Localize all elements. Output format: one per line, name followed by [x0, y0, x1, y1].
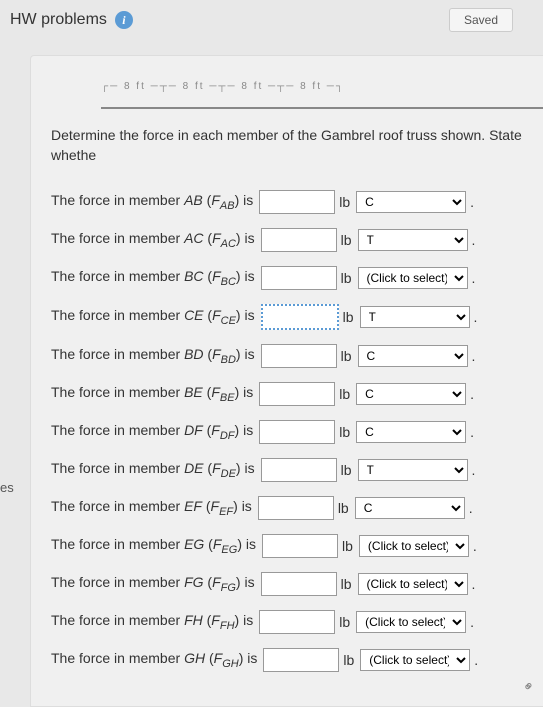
force-label: The force in member AB (FAB) is — [51, 192, 253, 212]
force-input-ef[interactable] — [258, 496, 334, 520]
unit-label: lb — [341, 576, 352, 592]
type-select-eg[interactable]: (Click to select) — [359, 535, 469, 557]
force-row-gh: The force in member GH (FGH) is lb (Click … — [51, 648, 543, 672]
force-input-bd[interactable] — [261, 344, 337, 368]
type-select-fg[interactable]: (Click to select) — [358, 573, 468, 595]
instruction-text: Determine the force in each member of th… — [51, 126, 543, 165]
force-input-ab[interactable] — [259, 190, 335, 214]
diagram-dimensions: ┌─ 8 ft ─┬─ 8 ft ─┬─ 8 ft ─┬─ 8 ft ─┐ — [101, 81, 345, 92]
header-left: HW problems i — [10, 11, 133, 29]
force-label: The force in member FH (FFH) is — [51, 612, 253, 632]
force-row-ac: The force in member AC (FAC) is lb T. — [51, 228, 543, 252]
force-input-gh[interactable] — [263, 648, 339, 672]
force-input-ce[interactable] — [261, 304, 339, 330]
force-input-bc[interactable] — [261, 266, 337, 290]
force-row-bc: The force in member BC (FBC) is lb (Click … — [51, 266, 543, 290]
period: . — [470, 386, 474, 402]
force-input-fh[interactable] — [259, 610, 335, 634]
unit-label: lb — [341, 232, 352, 248]
force-label: The force in member GH (FGH) is — [51, 650, 257, 670]
type-select-be[interactable]: C — [356, 383, 466, 405]
period: . — [472, 348, 476, 364]
force-row-bd: The force in member BD (FBD) is lb C. — [51, 344, 543, 368]
force-row-ce: The force in member CE (FCE) is lb T. — [51, 304, 543, 330]
unit-label: lb — [339, 424, 350, 440]
unit-label: lb — [341, 462, 352, 478]
force-label: The force in member AC (FAC) is — [51, 230, 255, 250]
force-label: The force in member BC (FBC) is — [51, 268, 255, 288]
type-select-fh[interactable]: (Click to select) — [356, 611, 466, 633]
unit-label: lb — [339, 386, 350, 402]
truss-diagram: ┌─ 8 ft ─┬─ 8 ft ─┬─ 8 ft ─┬─ 8 ft ─┐ — [101, 81, 543, 111]
force-label: The force in member FG (FFG) is — [51, 574, 255, 594]
period: . — [472, 462, 476, 478]
period: . — [474, 652, 478, 668]
page-title: HW problems — [10, 11, 107, 29]
type-select-df[interactable]: C — [356, 421, 466, 443]
type-select-de[interactable]: T — [358, 459, 468, 481]
unit-label: lb — [343, 652, 354, 668]
type-select-ef[interactable]: C — [355, 497, 465, 519]
diagram-baseline — [101, 107, 543, 109]
force-label: The force in member DF (FDF) is — [51, 422, 253, 442]
unit-label: lb — [343, 309, 354, 325]
unit-label: lb — [342, 538, 353, 554]
content-panel: ┌─ 8 ft ─┬─ 8 ft ─┬─ 8 ft ─┬─ 8 ft ─┐ De… — [30, 55, 543, 707]
type-select-bd[interactable]: C — [358, 345, 468, 367]
unit-label: lb — [341, 348, 352, 364]
force-label: The force in member BE (FBE) is — [51, 384, 253, 404]
header: HW problems i Saved — [0, 0, 543, 40]
period: . — [470, 424, 474, 440]
unit-label: lb — [338, 500, 349, 516]
force-input-df[interactable] — [259, 420, 335, 444]
type-select-bc[interactable]: (Click to select) — [358, 267, 468, 289]
force-row-fh: The force in member FH (FFH) is lb (Click … — [51, 610, 543, 634]
period: . — [470, 194, 474, 210]
unit-label: lb — [341, 270, 352, 286]
period: . — [472, 232, 476, 248]
force-row-be: The force in member BE (FBE) is lb C. — [51, 382, 543, 406]
force-label: The force in member EF (FEF) is — [51, 498, 252, 518]
force-row-eg: The force in member EG (FEG) is lb (Click … — [51, 534, 543, 558]
force-label: The force in member DE (FDE) is — [51, 460, 255, 480]
force-row-ef: The force in member EF (FEF) is lb C. — [51, 496, 543, 520]
force-row-de: The force in member DE (FDE) is lb T. — [51, 458, 543, 482]
force-label: The force in member EG (FEG) is — [51, 536, 256, 556]
period: . — [472, 576, 476, 592]
info-icon[interactable]: i — [115, 11, 133, 29]
saved-button[interactable]: Saved — [449, 8, 513, 32]
force-input-eg[interactable] — [262, 534, 338, 558]
force-input-ac[interactable] — [261, 228, 337, 252]
rows-container: The force in member AB (FAB) islbC.The f… — [51, 190, 543, 672]
force-row-fg: The force in member FG (FFG) is lb (Click … — [51, 572, 543, 596]
unit-label: lb — [339, 194, 350, 210]
type-select-ac[interactable]: T — [358, 229, 468, 251]
period: . — [470, 614, 474, 630]
period: . — [473, 538, 477, 554]
force-input-de[interactable] — [261, 458, 337, 482]
force-row-df: The force in member DF (FDF) is lb C. — [51, 420, 543, 444]
side-label: es — [0, 480, 14, 495]
type-select-gh[interactable]: (Click to select) — [360, 649, 470, 671]
type-select-ce[interactable]: T — [360, 306, 470, 328]
force-input-fg[interactable] — [261, 572, 337, 596]
force-label: The force in member CE (FCE) is — [51, 307, 255, 327]
unit-label: lb — [339, 614, 350, 630]
period: . — [474, 309, 478, 325]
period: . — [469, 500, 473, 516]
type-select-ab[interactable]: C — [356, 191, 466, 213]
period: . — [472, 270, 476, 286]
force-label: The force in member BD (FBD) is — [51, 346, 255, 366]
force-input-be[interactable] — [259, 382, 335, 406]
force-row-ab: The force in member AB (FAB) is lb C. — [51, 190, 543, 214]
